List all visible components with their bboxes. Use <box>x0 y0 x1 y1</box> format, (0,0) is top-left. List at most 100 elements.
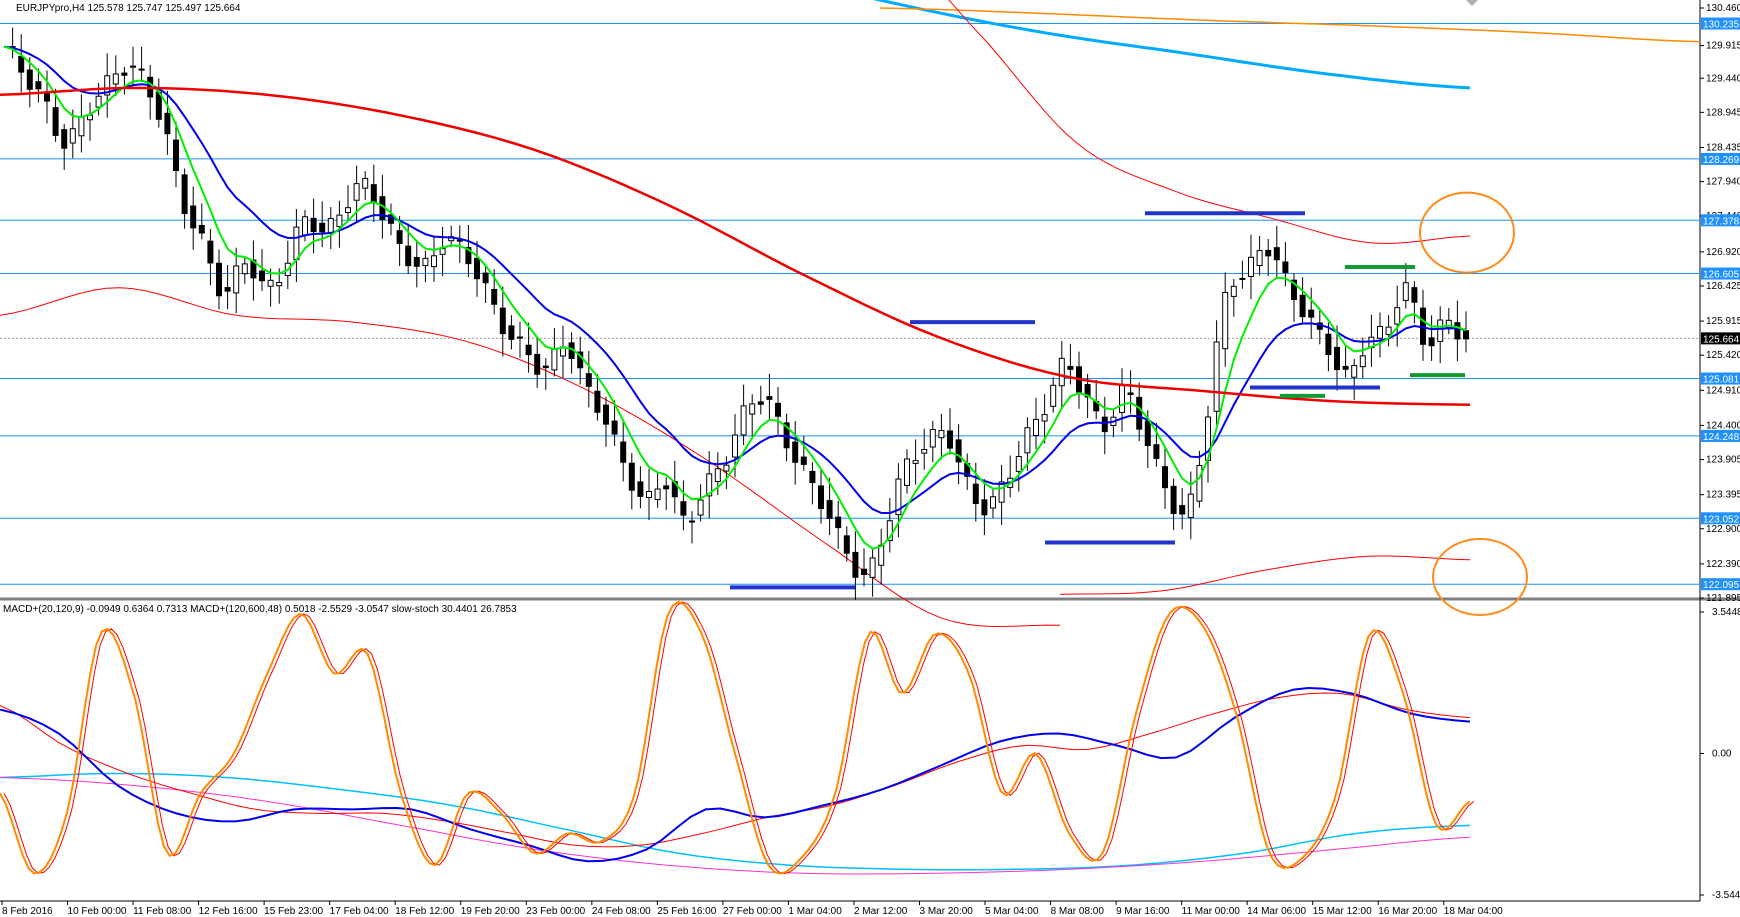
price-tick-label: 126.425 <box>1706 281 1740 292</box>
candle-body <box>517 336 523 339</box>
candle-body <box>413 257 420 267</box>
level-markers[interactable] <box>730 211 1465 590</box>
time-tick-label: 10 Feb 00:00 <box>68 906 127 917</box>
candle-body <box>1213 341 1220 412</box>
candle-body <box>646 491 652 498</box>
candle-body <box>233 265 240 294</box>
candle-body <box>594 390 601 413</box>
candle-body <box>95 95 102 108</box>
candle-body <box>173 139 179 172</box>
price-level-tag <box>1701 214 1740 227</box>
price-tick-label: 129.915 <box>1706 41 1740 52</box>
candle-body <box>1222 291 1229 350</box>
candle-body <box>181 174 188 215</box>
candle-body <box>835 516 842 529</box>
candle-body <box>78 115 85 137</box>
candle-body <box>1411 287 1418 303</box>
candle-body <box>1273 247 1280 261</box>
candle-body <box>766 396 773 400</box>
highlight-circle-upper <box>1419 191 1515 274</box>
candle-body <box>1119 385 1125 413</box>
candle-body <box>757 401 764 405</box>
candle-body <box>1325 333 1332 356</box>
candle-body <box>637 481 644 497</box>
current-price-tag <box>1701 332 1740 345</box>
candle-body <box>929 429 936 448</box>
candle-body <box>611 420 618 435</box>
main-title: EURJPYpro,H4 125.578 125.747 125.497 125… <box>16 3 241 14</box>
price-level-label: 123.052 <box>1703 514 1740 525</box>
candle-body <box>706 473 713 497</box>
price-level-label: 127.378 <box>1703 216 1740 227</box>
price-tick-label: 126.920 <box>1706 247 1740 258</box>
candle-body <box>482 272 489 284</box>
long-orange-line <box>879 7 1701 43</box>
candle-body <box>190 205 197 229</box>
candle-body <box>52 107 59 136</box>
candle-body <box>259 270 265 282</box>
candle-body <box>1402 282 1409 301</box>
candle-body <box>302 216 308 236</box>
price-level-tag <box>1701 512 1740 525</box>
candle-body <box>241 263 248 275</box>
highlight-circles[interactable] <box>1419 191 1528 616</box>
chart-shift-marker-icon[interactable] <box>1466 0 1478 6</box>
candle-body <box>130 65 136 68</box>
time-tick-label: 23 Feb 00:00 <box>526 906 585 917</box>
candle-body <box>431 255 437 268</box>
candle-body <box>740 405 747 436</box>
candle-body <box>654 488 661 500</box>
candle-body <box>1084 384 1091 398</box>
highlight-circle-lower <box>1432 537 1528 616</box>
candle-body <box>121 72 128 76</box>
candle-body <box>904 458 910 486</box>
time-tick-label: 11 Mar 00:00 <box>1182 906 1241 917</box>
horizontal-levels[interactable] <box>0 22 1700 585</box>
sub-pane[interactable] <box>0 601 1700 901</box>
candle-body <box>1101 416 1108 433</box>
moving-averages <box>0 45 1471 550</box>
candle-body <box>26 69 33 90</box>
candle-body <box>697 499 704 516</box>
candle-body <box>912 460 919 464</box>
envelope-upper-line <box>948 0 1471 244</box>
macd-main-blue-line <box>0 686 1471 863</box>
candle-body <box>1454 322 1461 340</box>
time-tick-label: 1 Mar 04:00 <box>788 906 842 917</box>
price-level-tag <box>1701 17 1740 30</box>
candle-body <box>1342 365 1349 370</box>
candle-body <box>1265 249 1272 257</box>
candle-body <box>138 68 145 71</box>
price-axis: 130.460 129.915 129.440 128.945 128.435 127.9… <box>1700 3 1740 901</box>
candle-body <box>1308 309 1315 318</box>
candle-body <box>327 218 334 234</box>
candle-body <box>35 81 42 90</box>
candle-body <box>809 470 816 484</box>
candle-body <box>112 73 119 85</box>
candle-body <box>1187 493 1194 518</box>
candle-body <box>723 464 730 472</box>
candle-body <box>422 257 429 267</box>
price-tick-label: 124.400 <box>1706 420 1740 431</box>
candle-body <box>800 456 807 465</box>
candle-body <box>61 129 68 149</box>
candle-body <box>1230 285 1237 297</box>
price-level-tag <box>1701 267 1740 280</box>
candle-body <box>886 520 893 542</box>
envelope-lines <box>0 0 1471 628</box>
price-tick-label: 127.940 <box>1706 177 1740 188</box>
time-tick-label: 15 Mar 12:00 <box>1313 906 1372 917</box>
candle-body <box>224 287 231 292</box>
candle-body <box>1024 427 1031 454</box>
candle-body <box>456 239 463 242</box>
candle-body <box>749 403 756 415</box>
time-tick-label: 9 Mar 16:00 <box>1116 906 1170 917</box>
candle-body <box>1394 307 1401 325</box>
candle-body <box>267 279 274 287</box>
main-pane[interactable] <box>0 0 1700 598</box>
price-level-label: 122.095 <box>1703 580 1740 591</box>
candle-body <box>938 430 945 439</box>
oscillator-lines <box>0 600 1475 875</box>
candle-body <box>878 544 885 566</box>
